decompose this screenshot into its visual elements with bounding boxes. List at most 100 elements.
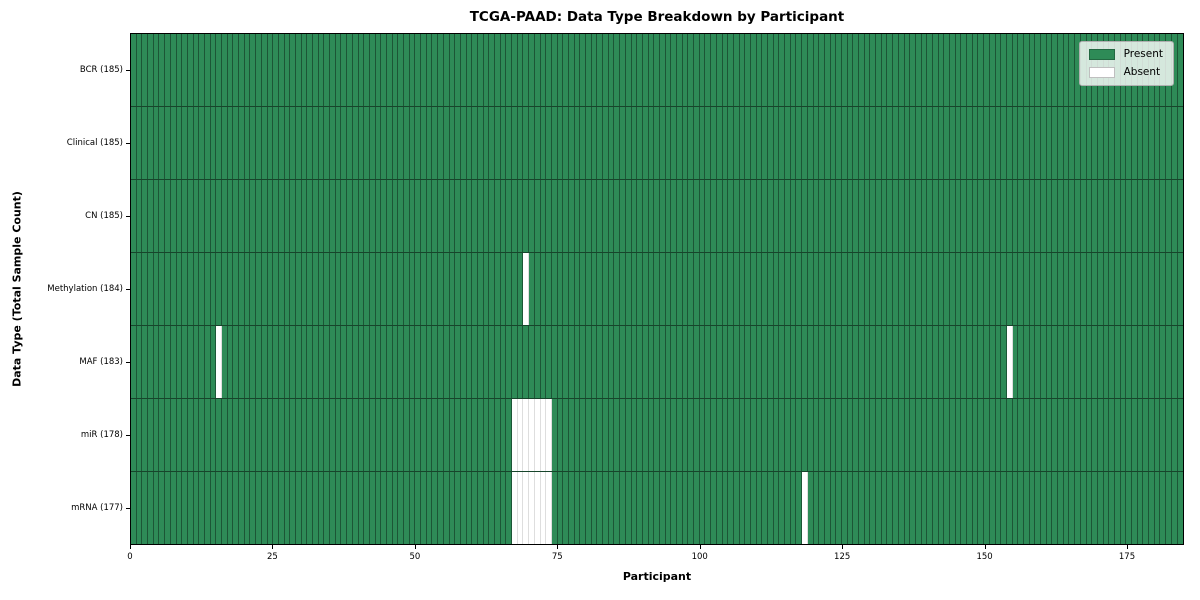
heatmap-cell [352, 180, 359, 252]
heatmap-cell [654, 107, 660, 179]
heatmap-cell [1041, 107, 1047, 179]
heatmap-cell [551, 34, 558, 106]
heatmap-cell [859, 253, 865, 325]
heatmap-cell [512, 472, 518, 544]
heatmap-cell [870, 326, 877, 398]
heatmap-cell [398, 34, 404, 106]
heatmap-cell [500, 180, 507, 252]
heatmap-cell [438, 472, 444, 544]
heatmap-cell [1018, 399, 1024, 471]
heatmap-cell [762, 107, 768, 179]
heatmap-cell [483, 472, 490, 544]
heatmap-cell [739, 399, 746, 471]
y-tick-label: CN (185) [85, 210, 123, 221]
heatmap-cell [773, 180, 780, 252]
heatmap-cell [756, 107, 763, 179]
heatmap-row-MAF [131, 326, 1183, 399]
heatmap-cell [824, 472, 831, 544]
heatmap-cell [711, 326, 717, 398]
heatmap-cell [637, 326, 643, 398]
heatmap-cell [648, 472, 655, 544]
heatmap-cell [1029, 326, 1036, 398]
heatmap-cell [927, 326, 933, 398]
heatmap-cell [1075, 253, 1081, 325]
heatmap-cell [398, 472, 404, 544]
heatmap-cell [216, 399, 222, 471]
heatmap-cell [574, 399, 581, 471]
heatmap-cell [637, 34, 643, 106]
heatmap-cell [495, 253, 501, 325]
heatmap-cell [455, 472, 461, 544]
heatmap-cell [716, 326, 723, 398]
heatmap-cell [705, 472, 712, 544]
heatmap-cell [711, 180, 717, 252]
heatmap-cell [898, 107, 905, 179]
heatmap-cell [944, 253, 950, 325]
heatmap-cell [773, 34, 780, 106]
heatmap-cell [313, 326, 319, 398]
heatmap-cell [284, 180, 291, 252]
heatmap-row-BCR [131, 34, 1183, 107]
heatmap-cell [677, 472, 683, 544]
heatmap-cell [489, 180, 495, 252]
heatmap-cell [369, 472, 376, 544]
heatmap-cell [159, 253, 166, 325]
heatmap-cell [807, 107, 814, 179]
heatmap-cell [915, 326, 922, 398]
legend: Present Absent [1078, 41, 1174, 86]
heatmap-cell [904, 34, 911, 106]
heatmap-cell [1092, 399, 1098, 471]
heatmap-cell [785, 326, 791, 398]
heatmap-cell [984, 107, 990, 179]
heatmap-cell [637, 180, 643, 252]
heatmap-cell [586, 326, 592, 398]
heatmap-cell [682, 107, 689, 179]
heatmap-cell [222, 399, 228, 471]
heatmap-cell [932, 326, 939, 398]
heatmap-cell [1012, 34, 1019, 106]
heatmap-cell [512, 107, 518, 179]
heatmap-cell [477, 34, 484, 106]
heatmap-cell [773, 107, 780, 179]
heatmap-cell [466, 399, 473, 471]
heatmap-cell [750, 253, 757, 325]
heatmap-cell [415, 107, 422, 179]
heatmap-cell [375, 107, 382, 179]
heatmap-cell [1029, 399, 1036, 471]
heatmap-cell [631, 34, 638, 106]
heatmap-cell [802, 326, 808, 398]
heatmap-cell [210, 107, 217, 179]
heatmap-cell [1046, 472, 1053, 544]
heatmap-cell [534, 326, 541, 398]
heatmap-cell [819, 399, 825, 471]
heatmap-cell [819, 253, 825, 325]
heatmap-cell [608, 326, 615, 398]
heatmap-cell [500, 472, 507, 544]
heatmap-cell [250, 253, 257, 325]
heatmap-cell [546, 253, 552, 325]
heatmap-cell [540, 472, 547, 544]
heatmap-cell [335, 399, 342, 471]
heatmap-cell [864, 34, 871, 106]
heatmap-cell [580, 34, 586, 106]
heatmap-cell [796, 326, 803, 398]
heatmap-cell [557, 107, 564, 179]
heatmap-cell [887, 253, 894, 325]
heatmap-cell [750, 180, 757, 252]
x-tick-label: 175 [1118, 552, 1136, 562]
heatmap-cell [381, 34, 387, 106]
heatmap-cell [500, 107, 507, 179]
heatmap-cell [796, 180, 803, 252]
heatmap-cell [165, 253, 171, 325]
heatmap-cell [802, 34, 808, 106]
heatmap-cell [341, 180, 348, 252]
heatmap-cell [978, 180, 985, 252]
heatmap-cell [1166, 472, 1172, 544]
heatmap-cell [159, 326, 166, 398]
heatmap-cell [148, 326, 154, 398]
heatmap-cell [1035, 34, 1041, 106]
heatmap-cell [654, 253, 660, 325]
heatmap-cell [932, 34, 939, 106]
heatmap-cell [972, 34, 979, 106]
heatmap-cell [1041, 253, 1047, 325]
